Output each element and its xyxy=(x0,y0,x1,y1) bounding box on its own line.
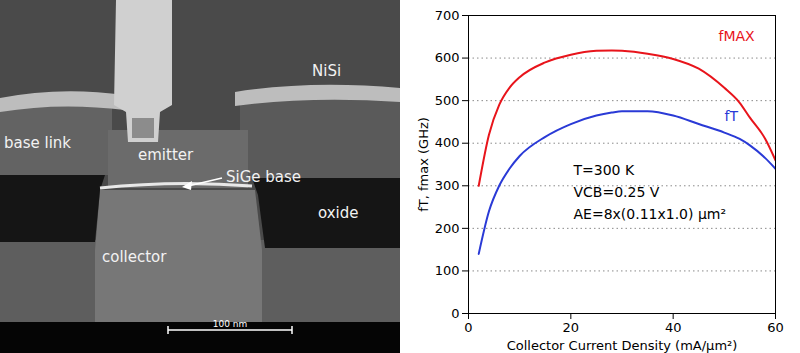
svg-text:AE=8x(0.11x1.0) µm²: AE=8x(0.11x1.0) µm² xyxy=(574,206,727,222)
svg-text:oxide: oxide xyxy=(318,204,359,222)
svg-text:base link: base link xyxy=(4,134,71,152)
svg-text:60: 60 xyxy=(767,320,784,335)
svg-text:SiGe base: SiGe base xyxy=(226,168,301,186)
svg-text:emitter: emitter xyxy=(138,146,194,164)
svg-text:20: 20 xyxy=(563,320,580,335)
svg-text:collector: collector xyxy=(102,248,167,266)
svg-text:fT: fT xyxy=(725,108,739,124)
svg-text:600: 600 xyxy=(435,50,460,65)
svg-text:500: 500 xyxy=(435,93,460,108)
svg-text:700: 700 xyxy=(435,8,460,23)
svg-text:Collector Current Density (mA/: Collector Current Density (mA/µm²) xyxy=(507,338,738,353)
svg-text:100 nm: 100 nm xyxy=(213,319,248,329)
svg-text:NiSi: NiSi xyxy=(312,62,341,80)
svg-text:T=300 K: T=300 K xyxy=(573,162,635,178)
svg-text:VCB=0.25 V: VCB=0.25 V xyxy=(574,184,660,200)
svg-text:40: 40 xyxy=(665,320,682,335)
svg-text:300: 300 xyxy=(435,178,460,193)
svg-text:0: 0 xyxy=(451,306,459,321)
svg-text:fMAX: fMAX xyxy=(719,28,756,44)
svg-text:0: 0 xyxy=(464,320,472,335)
svg-text:100: 100 xyxy=(435,263,460,278)
svg-text:200: 200 xyxy=(435,221,460,236)
svg-text:fT, fmax (GHz): fT, fmax (GHz) xyxy=(416,117,431,212)
svg-text:400: 400 xyxy=(435,135,460,150)
